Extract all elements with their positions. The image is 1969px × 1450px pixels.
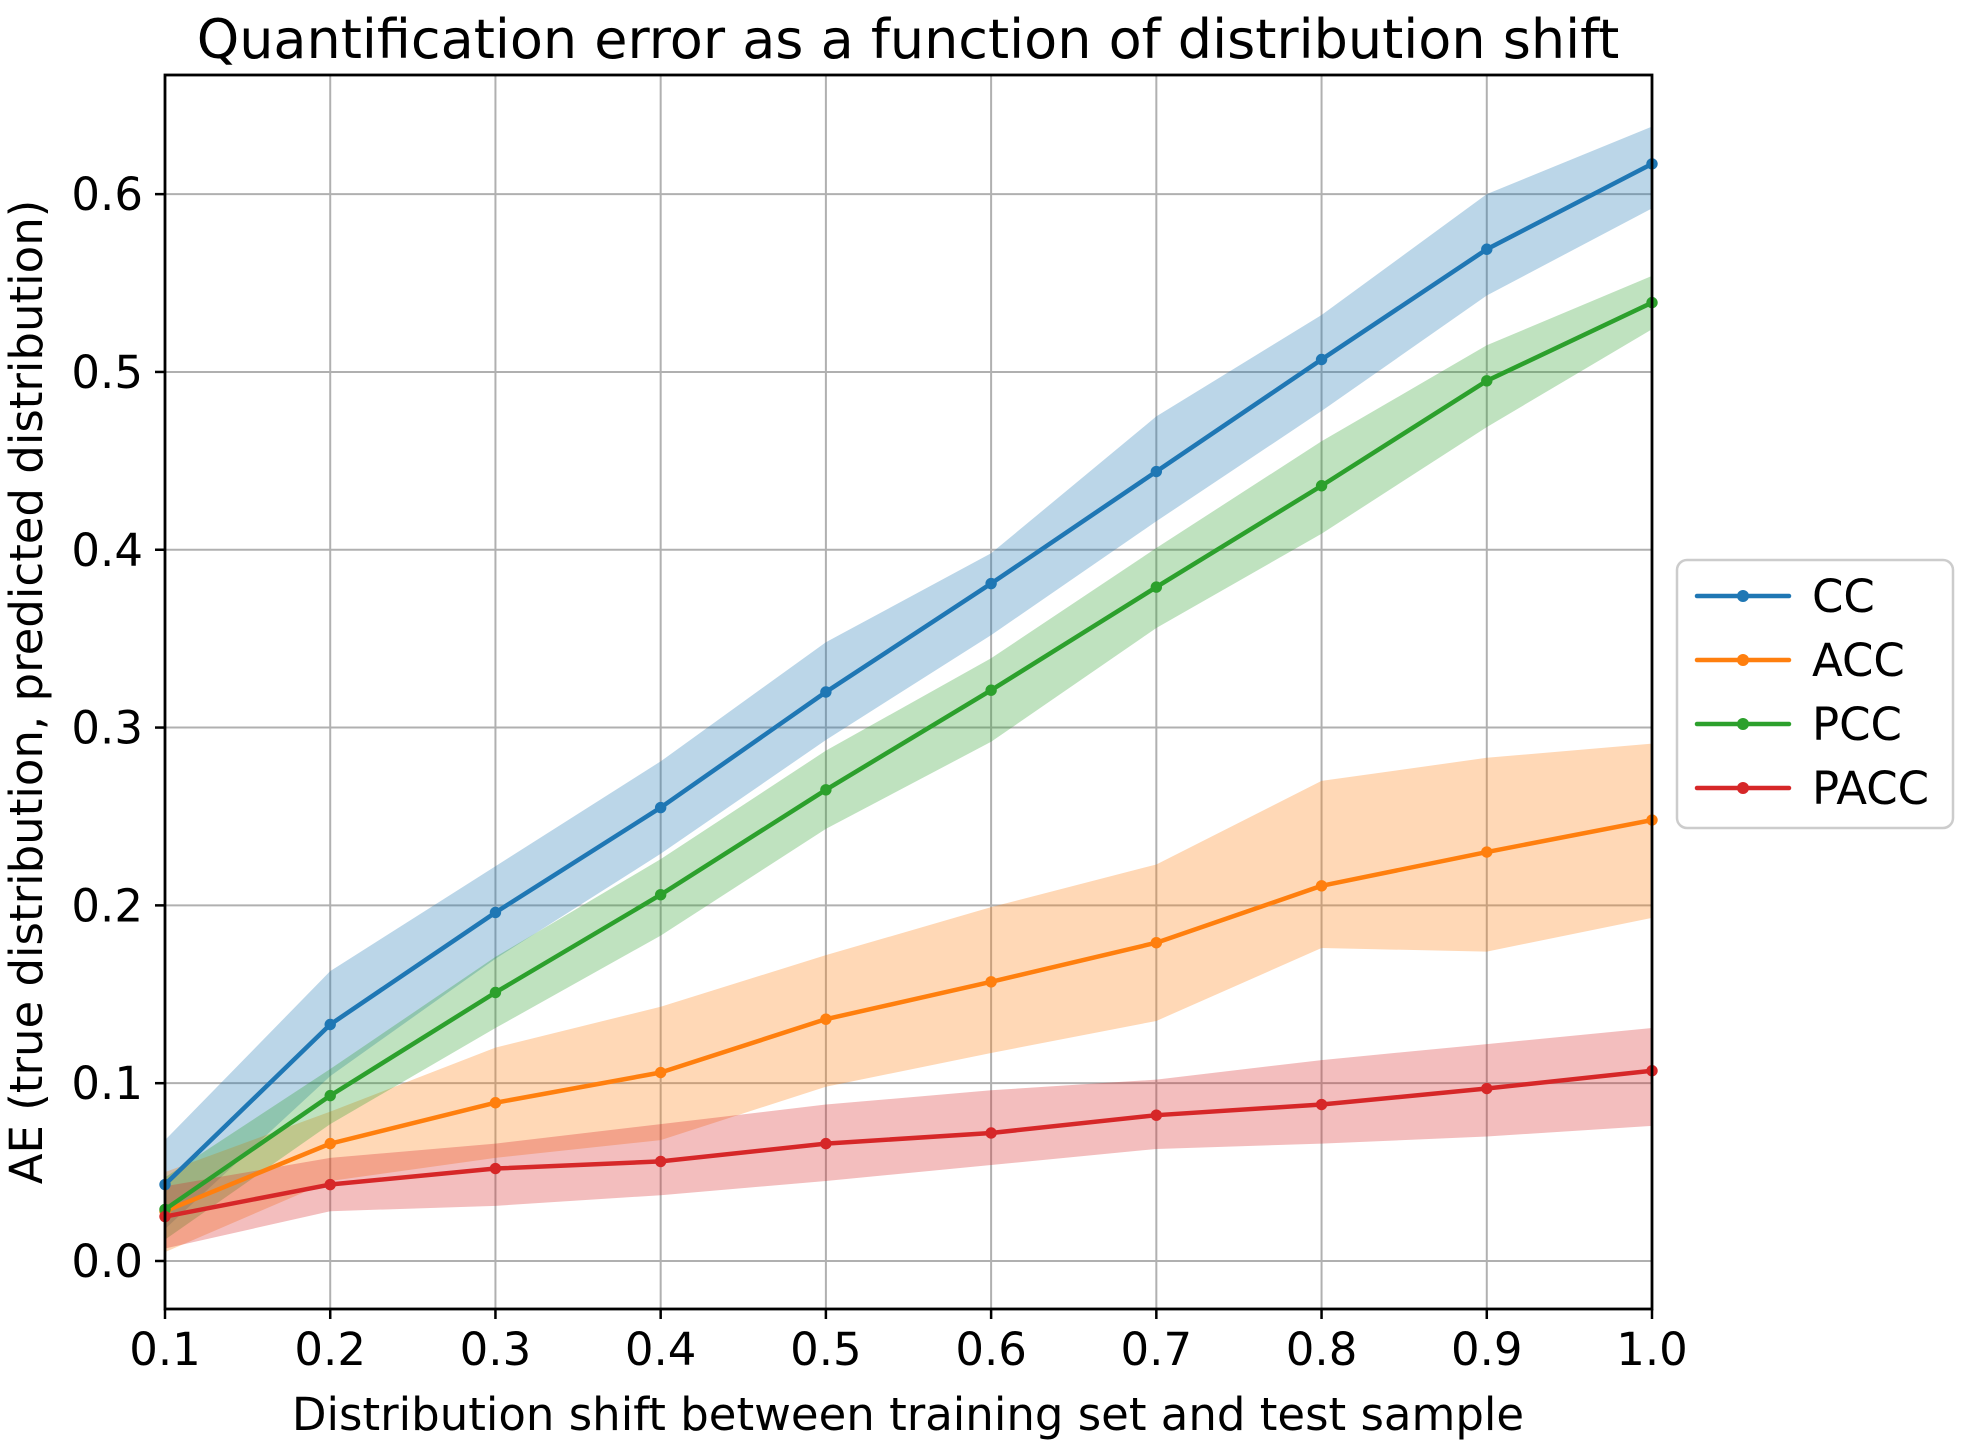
legend-label-PACC: PACC [1812, 762, 1929, 815]
series-layer [159, 158, 1658, 1223]
marker-CC-0.9 [1481, 243, 1493, 255]
marker-PCC-0.3 [489, 986, 502, 999]
marker-PACC-0.4 [654, 1155, 667, 1168]
y-tick-label-0.2: 0.2 [71, 879, 143, 932]
marker-PCC-0.7 [1150, 581, 1163, 593]
legend-item-CC: CC [1694, 570, 1875, 623]
legend-label-CC: CC [1812, 570, 1875, 623]
marker-PACC-0.7 [1150, 1109, 1163, 1121]
marker-ACC-0.9 [1481, 846, 1493, 858]
marker-ACC-0.7 [1150, 937, 1163, 949]
y-tick-label-0.4: 0.4 [71, 524, 143, 577]
x-tick-label-0.2: 0.2 [294, 1323, 366, 1376]
marker-ACC-0.3 [489, 1097, 502, 1109]
legend-item-ACC: ACC [1694, 634, 1905, 687]
marker-CC-0.2 [324, 1018, 336, 1031]
x-tick-label-1.0: 1.0 [1616, 1323, 1688, 1376]
legend-marker-PACC [1737, 782, 1749, 794]
legend: CC ACC PCC PACC [1675, 558, 1955, 830]
legend-item-PCC: PCC [1694, 698, 1902, 751]
legend-marker-CC [1737, 590, 1749, 602]
y-tick-label-0.3: 0.3 [71, 702, 143, 755]
marker-ACC-0.4 [654, 1066, 667, 1079]
marker-CC-0.4 [654, 801, 667, 814]
plot-border [163, 73, 1654, 1311]
marker-CC-0.5 [820, 686, 832, 698]
legend-label-ACC: ACC [1812, 634, 1905, 687]
marker-ACC-0.2 [324, 1137, 336, 1150]
marker-PCC-0.2 [324, 1089, 336, 1102]
marker-PACC-0.3 [489, 1162, 502, 1175]
series-line-PCC [162, 300, 1655, 1212]
confidence-band-ACC [165, 743, 1652, 1253]
x-tick-label-0.1: 0.1 [129, 1323, 201, 1376]
marker-PACC-0.6 [985, 1127, 997, 1139]
marker-ACC-0.6 [985, 976, 997, 988]
x-tick-label-0.9: 0.9 [1451, 1323, 1523, 1376]
confidence-bands-layer [165, 126, 1652, 1253]
marker-ACC-0.5 [820, 1013, 832, 1025]
legend-label-PCC: PCC [1812, 698, 1902, 751]
y-axis-label: AE (true distribution, predicted distrib… [0, 200, 53, 1185]
series-line-CC [162, 161, 1655, 1187]
legend-marker-ACC [1737, 654, 1749, 666]
confidence-band-PCC [165, 275, 1652, 1240]
marker-CC-0.3 [489, 906, 502, 919]
x-axis-label: Distribution shift between training set … [292, 1388, 1524, 1441]
marker-PCC-0.9 [1481, 375, 1493, 387]
tick-labels-layer: 0.1 0.2 0.3 0.4 0.5 0.6 0.7 0.8 0.9 1.0 0.0 0.1 0.2 0… [71, 168, 1687, 1376]
marker-PCC-0.6 [985, 684, 997, 696]
marker-PCC-0.5 [820, 784, 832, 796]
x-tick-label-0.5: 0.5 [790, 1323, 862, 1376]
y-tick-label-0.5: 0.5 [71, 346, 143, 399]
x-tick-label-0.6: 0.6 [955, 1323, 1027, 1376]
marker-CC-0.6 [985, 577, 997, 590]
marker-PACC-0.2 [324, 1178, 336, 1191]
marker-PCC-0.4 [654, 889, 667, 901]
legend-marker-PCC [1737, 718, 1749, 730]
chart-title: Quantification error as a function of di… [197, 8, 1620, 71]
legend-box [1675, 558, 1955, 830]
y-tick-label-0.0: 0.0 [71, 1235, 143, 1288]
x-tick-label-0.4: 0.4 [625, 1323, 697, 1376]
series-line-ACC [162, 817, 1655, 1214]
confidence-band-CC [165, 126, 1652, 1229]
legend-item-PACC: PACC [1694, 762, 1929, 815]
marker-ACC-0.8 [1315, 880, 1328, 892]
x-tick-label-0.8: 0.8 [1286, 1323, 1358, 1376]
marker-CC-0.8 [1315, 353, 1328, 366]
x-tick-label-0.7: 0.7 [1121, 1323, 1193, 1376]
marker-PACC-0.5 [820, 1137, 832, 1150]
y-tick-label-0.1: 0.1 [71, 1057, 143, 1110]
tick-marks-layer [155, 192, 1654, 1319]
marker-PCC-0.8 [1315, 480, 1328, 492]
y-tick-label-0.6: 0.6 [71, 168, 143, 221]
marker-CC-0.7 [1150, 465, 1163, 478]
marker-PACC-0.9 [1481, 1082, 1493, 1095]
series-line-PACC [162, 1068, 1655, 1219]
marker-PACC-0.8 [1315, 1098, 1328, 1111]
x-tick-label-0.3: 0.3 [460, 1323, 532, 1376]
